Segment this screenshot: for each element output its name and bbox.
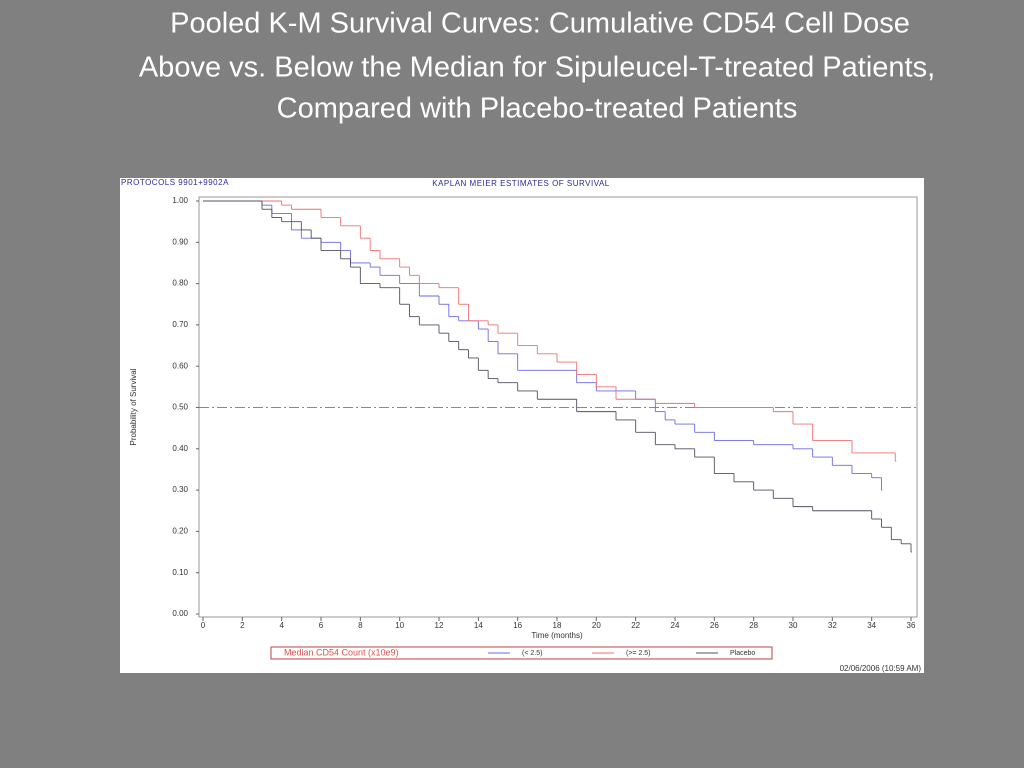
subtitle: KAPLAN MEIER ESTIMATES OF SURVIVAL [432, 179, 610, 188]
x-tick-label: 22 [631, 621, 640, 630]
legend-label: (>= 2.5) [626, 650, 651, 657]
x-tick-label: 28 [749, 621, 758, 630]
legend-title: Median CD54 Count (x10e9) [284, 647, 399, 657]
title-line: Above vs. Below the Median for Sipuleuce… [139, 52, 935, 84]
header: PROTOCOLS 9901+9902A [121, 178, 229, 187]
y-tick-label: 0.80 [172, 279, 188, 288]
y-tick-label: 0.10 [172, 568, 188, 577]
x-tick-label: 2 [240, 621, 245, 630]
x-tick-label: 16 [513, 621, 522, 630]
x-tick-label: 24 [671, 621, 680, 630]
y-tick-label: 0.90 [172, 237, 188, 246]
y-tick-label: 1.00 [172, 196, 188, 205]
footer: 02/06/2006 (10:59 AM) [840, 664, 922, 673]
x-tick-label: 30 [789, 621, 798, 630]
x-tick-label: 26 [710, 621, 719, 630]
x-tick-label: 10 [395, 621, 404, 630]
title-line: Pooled K-M Survival Curves: Cumulative C… [170, 8, 910, 40]
x-tick-label: 32 [828, 621, 837, 630]
y-axis-label: Probability of Survival [129, 368, 138, 445]
x-tick-label: 20 [592, 621, 601, 630]
y-tick-label: 0.50 [172, 403, 188, 412]
y-tick-label: 0.70 [172, 320, 188, 329]
legend-label: Placebo [730, 650, 755, 657]
x-tick-label: 14 [474, 621, 483, 630]
x-tick-label: 12 [435, 621, 444, 630]
title-line: Compared with Placebo-treated Patients [277, 93, 798, 125]
y-tick-label: 0.30 [172, 485, 188, 494]
y-tick-label: 0.00 [172, 609, 188, 618]
x-tick-label: 8 [358, 621, 363, 630]
legend-label: (< 2.5) [522, 650, 542, 657]
chart-area [120, 178, 924, 673]
x-tick-label: 0 [201, 621, 206, 630]
y-tick-label: 0.60 [172, 361, 188, 370]
x-tick-label: 4 [279, 621, 284, 630]
y-tick-label: 0.40 [172, 444, 188, 453]
x-tick-label: 36 [907, 621, 916, 630]
x-tick-label: 6 [319, 621, 324, 630]
x-tick-label: 34 [867, 621, 876, 630]
x-tick-label: 18 [553, 621, 562, 630]
x-axis-label: Time (months) [531, 631, 583, 640]
y-tick-label: 0.20 [172, 527, 188, 536]
legend-box [270, 646, 773, 660]
